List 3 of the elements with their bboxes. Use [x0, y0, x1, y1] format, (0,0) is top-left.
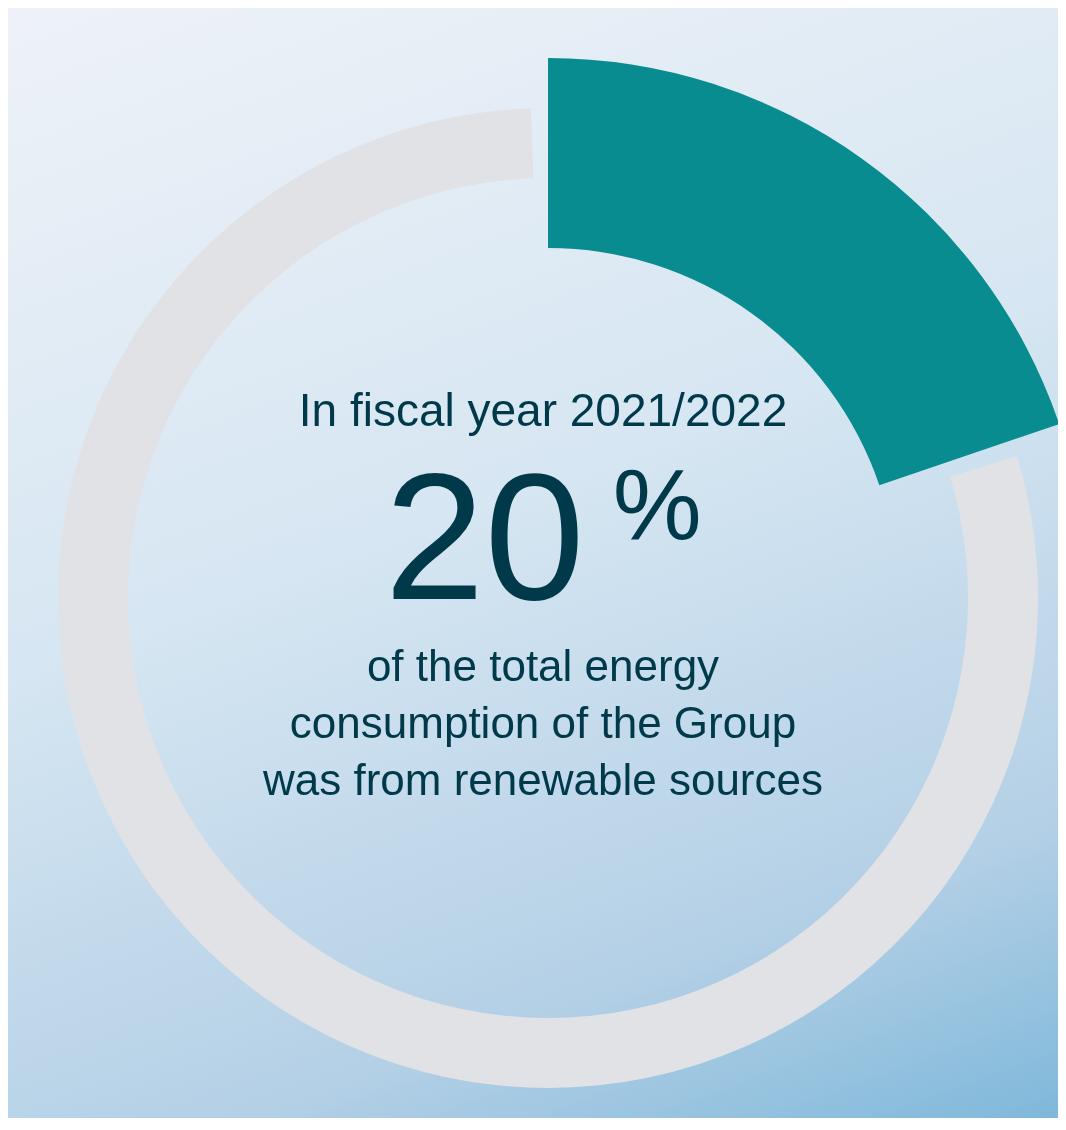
data-label: 20$^{%}$	[384, 436, 702, 637]
text: In fiscal year 2021/2022	[297, 383, 789, 437]
text: of the total energy consumption of the Group was from renewable sources	[262, 640, 824, 807]
